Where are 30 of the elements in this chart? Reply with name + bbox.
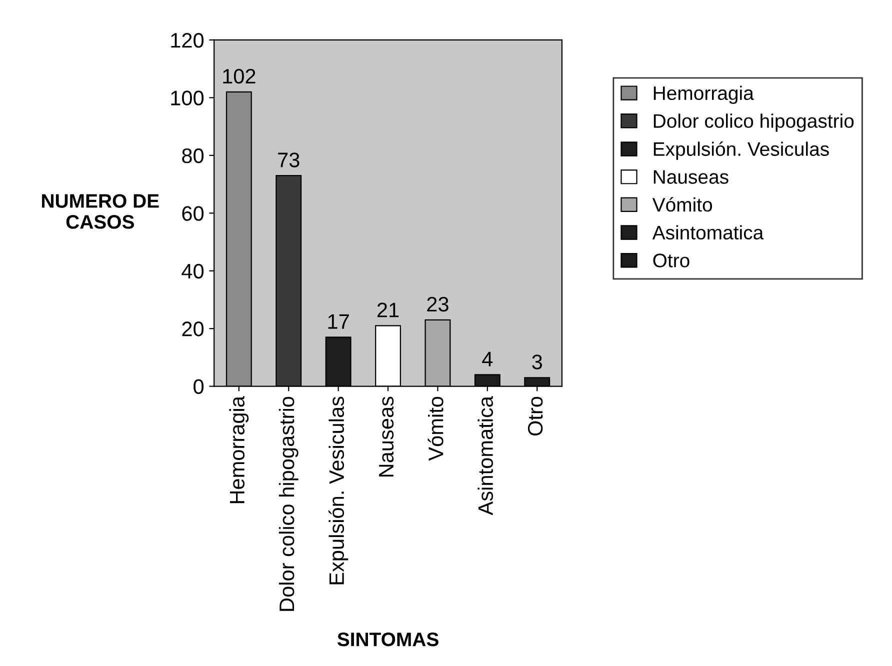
x-axis-title: SINTOMAS [337,632,438,646]
data-label: 4 [482,352,493,366]
data-label: 102 [223,68,256,84]
data-label: 23 [427,296,448,312]
data-label: 3 [532,354,542,370]
legend-label: Vómito [652,197,712,212]
legend-label: Dolor colico hipogastrio [654,114,854,132]
y-tick-label: 20 [182,322,204,336]
y-tick-label: 0 [194,379,204,394]
data-label: 21 [377,302,399,318]
legend-label: Hemorragia [654,86,754,104]
x-tick-label: Dolor colico hipogastrio [278,396,298,611]
y-tick-label: 100 [171,90,204,106]
y-tick-label: 120 [171,32,204,48]
data-label: 17 [328,314,349,329]
y-tick-label: 60 [182,206,204,221]
y-tick-label: 80 [182,148,204,164]
legend-label: Expulsión. Vesiculas [654,141,829,160]
y-axis-title: NUMERO DE CASOS [42,194,159,229]
legend-label: Nauseas [654,170,728,184]
x-tick-label: Nauseas [379,396,394,477]
y-tick-label: 40 [182,264,204,279]
data-label: 73 [278,152,300,168]
x-tick-label: Otro [528,396,543,436]
legend-label: Otro [653,254,690,268]
x-tick-label: Vómito [428,396,444,461]
x-tick-label: Asintomatica [478,396,494,516]
x-tick-label: Expulsión. Vesiculas [328,396,348,584]
legend-label: Asintomatica [652,225,764,240]
x-tick-label: Hemorragia [229,396,249,504]
